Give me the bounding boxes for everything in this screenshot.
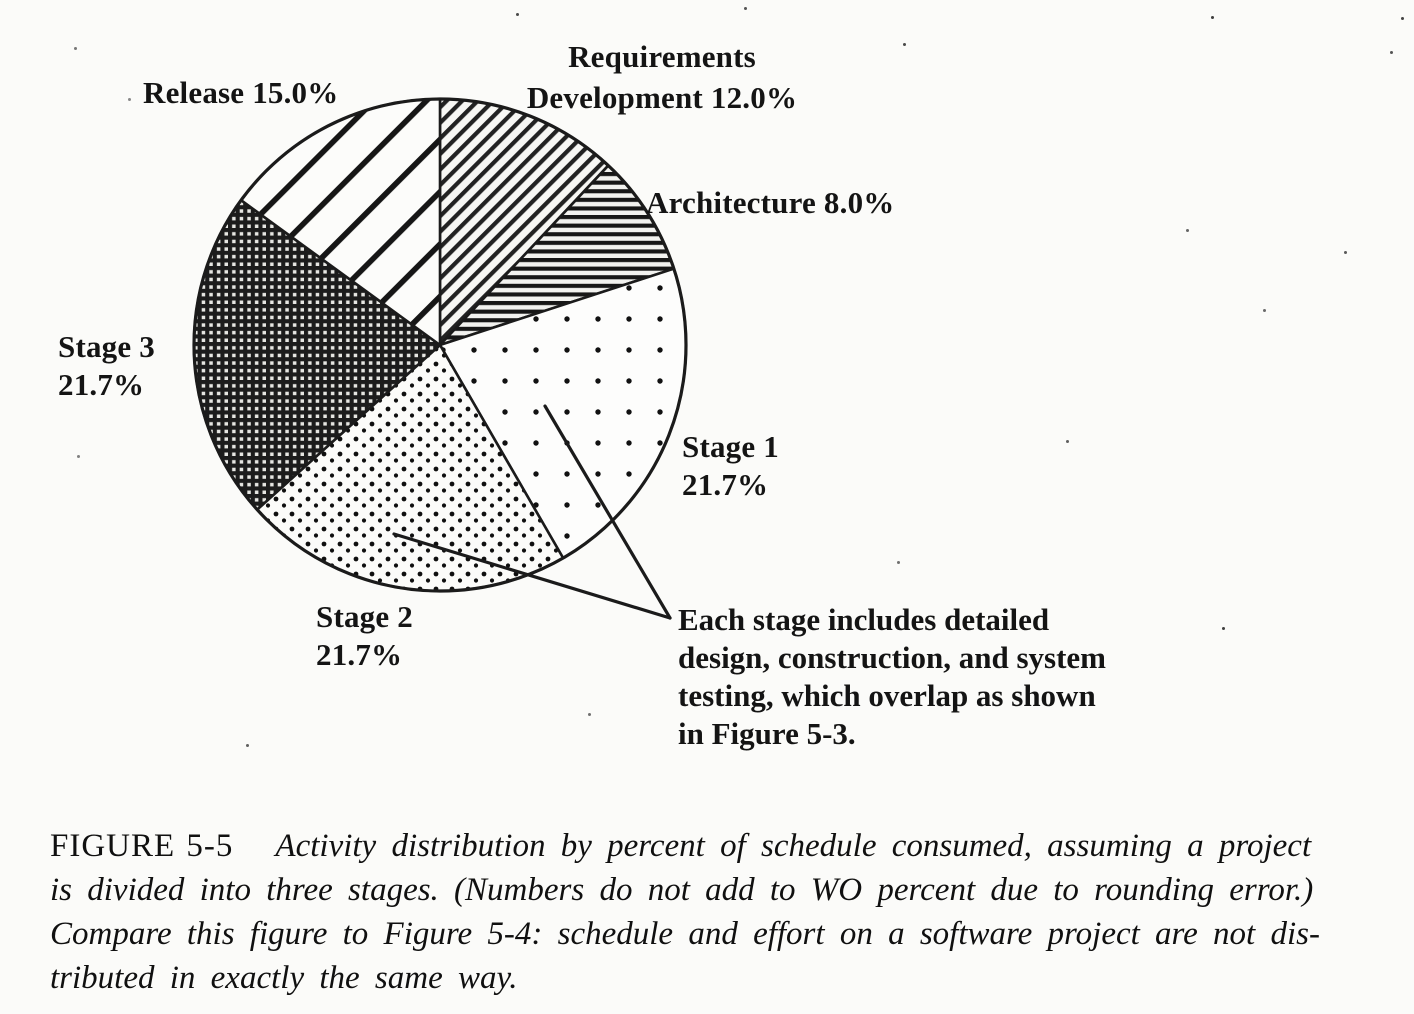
label-line: Stage 2 — [316, 599, 413, 634]
label-stage2: Stage 2 21.7% — [316, 598, 413, 674]
label-architecture: Architecture 8.0% — [646, 184, 894, 222]
callout-line-to-stage2 — [392, 532, 672, 620]
label-stage1: Stage 1 21.7% — [682, 428, 779, 504]
label-line: Requirements — [568, 39, 756, 74]
caption-line: FIGURE 5-5 Activity distribution by perce… — [50, 824, 1380, 868]
stage-annotation: Each stage includes detailed design, con… — [678, 601, 1106, 753]
label-line: 21.7% — [58, 367, 145, 402]
caption-text: Activity distribution by percent of sche… — [275, 828, 1312, 864]
scan-noise-specks — [0, 0, 3, 3]
label-requirements-development: Requirements Development 12.0% — [442, 36, 882, 118]
annotation-line: design, construction, and system — [678, 640, 1107, 675]
figure-number: FIGURE 5-5 — [50, 828, 234, 864]
label-line: Architecture 8.0% — [646, 185, 895, 220]
caption-line: Compare this figure to Figure 5-4: sched… — [50, 916, 1320, 952]
label-release: Release 15.0% — [143, 74, 338, 112]
annotation-line: testing, which overlap as shown — [678, 678, 1096, 713]
label-line: Stage 3 — [58, 329, 155, 364]
figure-caption: FIGURE 5-5 Activity distribution by perce… — [50, 824, 1380, 1000]
caption-line: tributed in exactly the same way. — [50, 960, 518, 996]
label-line: Development 12.0% — [526, 80, 798, 115]
callout-lines — [392, 404, 672, 620]
label-line: 21.7% — [316, 637, 403, 672]
label-stage3: Stage 3 21.7% — [58, 328, 155, 404]
label-line: Release 15.0% — [143, 75, 339, 110]
label-line: Stage 1 — [682, 429, 779, 464]
pie-outline — [192, 97, 688, 593]
label-line: 21.7% — [682, 467, 769, 502]
annotation-line: Each stage includes detailed — [678, 602, 1050, 637]
annotation-line: in Figure 5-3. — [678, 716, 856, 751]
callout-line-to-stage1 — [543, 404, 672, 620]
caption-line: is divided into three stages. (Numbers d… — [50, 872, 1314, 908]
